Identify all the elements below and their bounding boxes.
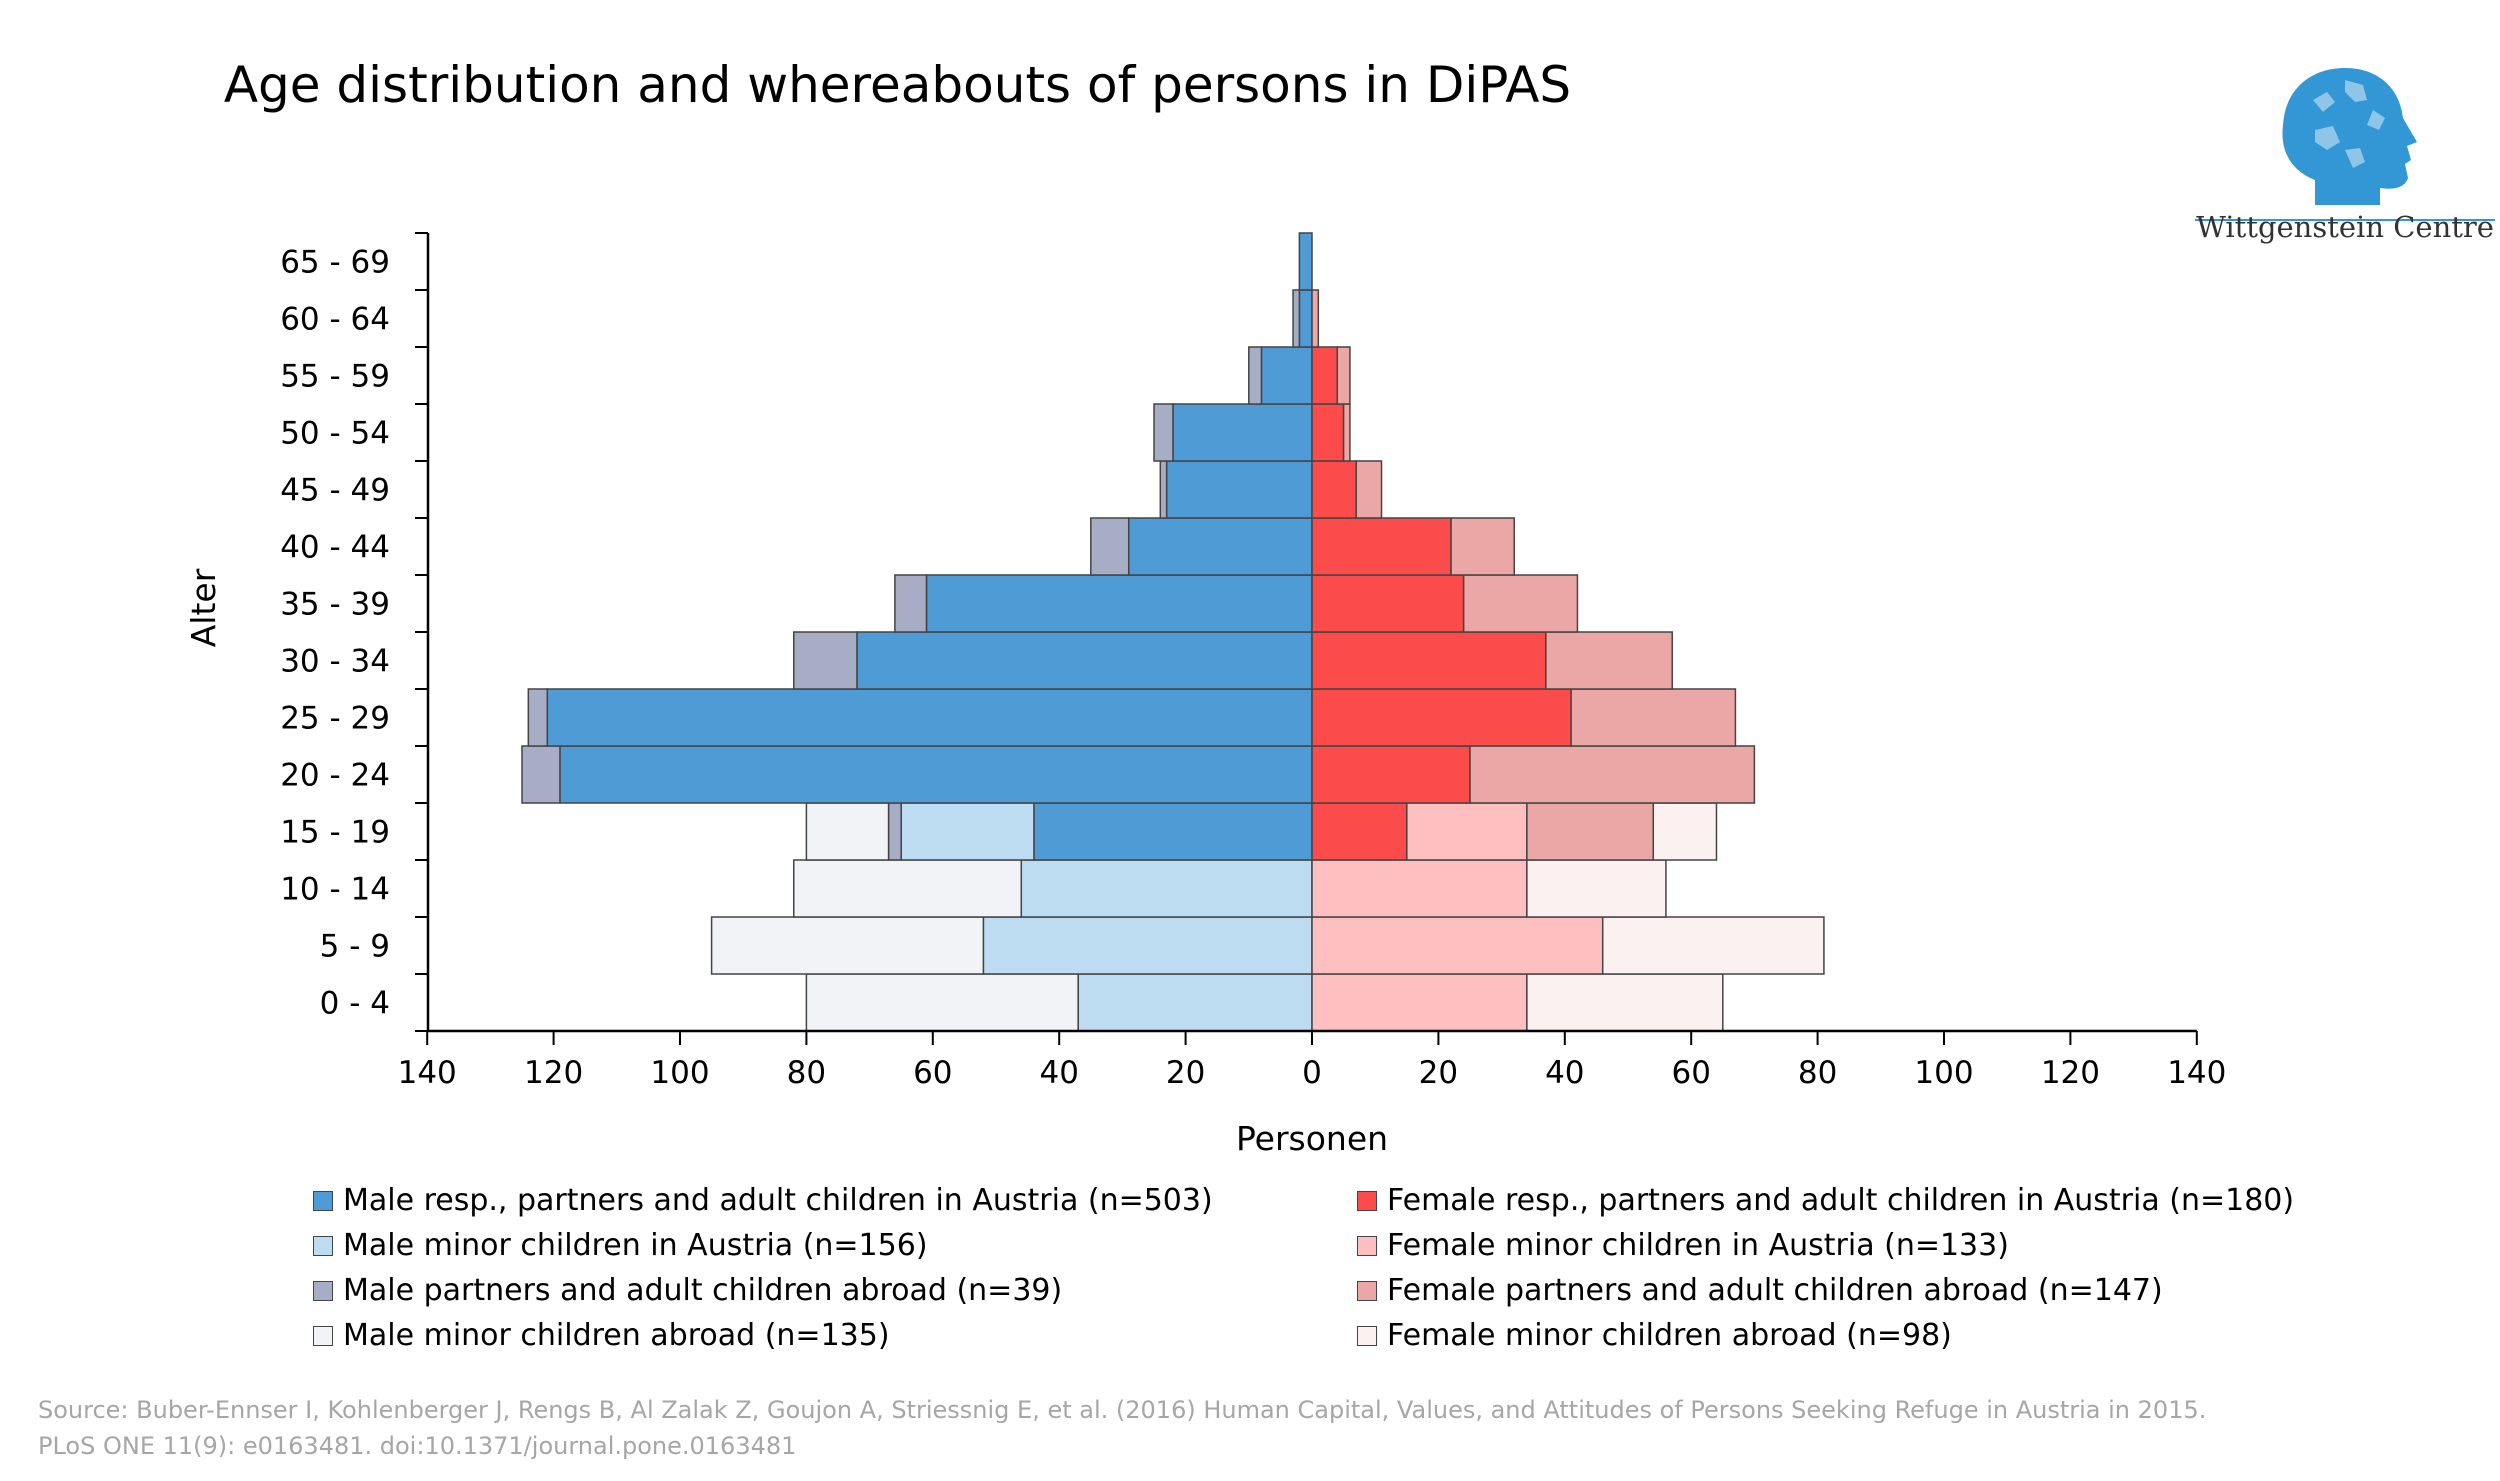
bar-male-resp-5 xyxy=(546,688,1313,747)
bar-male-resp-11 xyxy=(1260,346,1313,405)
logo-text: Wittgenstein Centre xyxy=(2196,210,2494,244)
x-tick-label: 40 xyxy=(1039,1055,1078,1091)
bar-male-minor-at-1 xyxy=(982,916,1313,975)
bar-male-resp-6 xyxy=(856,631,1313,690)
bar-female-resp-7 xyxy=(1311,574,1465,633)
bar-male-resp-9 xyxy=(1165,460,1313,519)
axes-group: 0 - 4 5 - 9 10 - 14 15 - 19 20 - 24 25 - 29 30… xyxy=(184,232,2226,1158)
x-tick-label: 80 xyxy=(787,1055,826,1091)
y-tick-label: 20 - 24 xyxy=(280,758,390,794)
bar-female-minor-at-0 xyxy=(1311,973,1528,1032)
wittgenstein-logo-icon xyxy=(2195,68,2495,221)
bar-female-minor-abroad-2 xyxy=(1526,859,1667,918)
x-axis-title: Personen xyxy=(1236,1119,1388,1158)
bar-female-abroad-12 xyxy=(1311,289,1320,348)
bar-female-abroad-3 xyxy=(1526,802,1655,861)
y-tick-label: 30 - 34 xyxy=(280,644,390,680)
x-tick-label: 0 xyxy=(1302,1055,1322,1091)
bar-male-abroad-11 xyxy=(1248,346,1263,405)
x-tick-label: 120 xyxy=(2041,1055,2100,1091)
y-tick-label: 45 - 49 xyxy=(280,473,390,509)
bar-female-abroad-5 xyxy=(1570,688,1737,747)
bar-male-minor-abroad-1 xyxy=(710,916,985,975)
y-tick-label: 40 - 44 xyxy=(280,530,390,566)
bar-male-resp-12 xyxy=(1298,289,1313,348)
bar-female-abroad-7 xyxy=(1462,574,1579,633)
y-tick-label: 5 - 9 xyxy=(320,929,390,965)
y-tick-label: 35 - 39 xyxy=(280,587,390,623)
y-tick-label: 25 - 29 xyxy=(280,701,390,737)
x-tick-label: 100 xyxy=(650,1055,709,1091)
bar-female-abroad-4 xyxy=(1469,745,1756,804)
source-line-1: Source: Buber-Ennser I, Kohlenberger J, … xyxy=(38,1396,2207,1424)
bar-female-resp-11 xyxy=(1311,346,1339,405)
x-tick-label: 60 xyxy=(913,1055,952,1091)
bar-male-resp-4 xyxy=(559,745,1313,804)
bar-male-abroad-8 xyxy=(1090,517,1130,576)
y-tick-label: 55 - 59 xyxy=(280,359,390,395)
y-tick-label: 65 - 69 xyxy=(280,245,390,281)
bar-male-resp-10 xyxy=(1172,403,1313,462)
bar-male-abroad-7 xyxy=(894,574,928,633)
bar-female-resp-3 xyxy=(1311,802,1408,861)
x-tick-label: 140 xyxy=(2167,1055,2226,1091)
source-line-2: PLoS ONE 11(9): e0163481. doi:10.1371/jo… xyxy=(38,1432,797,1460)
y-tick-label: 10 - 14 xyxy=(280,872,390,908)
bar-male-minor-at-0 xyxy=(1077,973,1313,1032)
bar-female-abroad-8 xyxy=(1450,517,1515,576)
bar-male-abroad-6 xyxy=(793,631,858,690)
y-tick-label: 60 - 64 xyxy=(280,302,390,338)
x-tick-label: 40 xyxy=(1545,1055,1584,1091)
bar-male-abroad-4 xyxy=(521,745,561,804)
y-tick-label: 50 - 54 xyxy=(280,416,390,452)
bar-male-abroad-5 xyxy=(527,688,549,747)
bar-female-resp-6 xyxy=(1311,631,1547,690)
x-tick-label: 80 xyxy=(1798,1055,1837,1091)
x-tick-label: 120 xyxy=(524,1055,583,1091)
x-tick-label: 140 xyxy=(398,1055,457,1091)
bar-female-abroad-9 xyxy=(1355,460,1383,519)
bar-male-abroad-3 xyxy=(887,802,902,861)
bar-male-minor-abroad-3 xyxy=(805,802,890,861)
bar-male-abroad-9 xyxy=(1159,460,1168,519)
bar-male-minor-at-3 xyxy=(900,802,1035,861)
source-note: Source: Buber-Ennser I, Kohlenberger J, … xyxy=(38,1392,2206,1464)
bar-female-minor-at-1 xyxy=(1311,916,1604,975)
bar-female-resp-8 xyxy=(1311,517,1452,576)
bar-male-minor-abroad-0 xyxy=(805,973,1079,1032)
x-tick-label: 20 xyxy=(1419,1055,1458,1091)
bar-female-minor-at-3 xyxy=(1406,802,1528,861)
bar-female-abroad-11 xyxy=(1336,346,1351,405)
y-axis-title: Alter xyxy=(184,568,223,647)
bar-male-abroad-12 xyxy=(1292,289,1301,348)
bars-group xyxy=(521,232,1825,1032)
bar-male-resp-7 xyxy=(925,574,1313,633)
bar-male-resp-13 xyxy=(1298,232,1313,291)
bar-female-minor-abroad-1 xyxy=(1601,916,1825,975)
bar-female-resp-5 xyxy=(1311,688,1572,747)
chart-title: Age distribution and whereabouts of pers… xyxy=(223,56,1572,114)
bar-female-abroad-6 xyxy=(1545,631,1673,690)
bar-male-resp-8 xyxy=(1127,517,1313,576)
bar-male-abroad-10 xyxy=(1153,403,1174,462)
bar-female-abroad-10 xyxy=(1342,403,1351,462)
bar-female-minor-at-2 xyxy=(1311,859,1528,918)
bar-female-resp-10 xyxy=(1311,403,1345,462)
bar-male-resp-3 xyxy=(1033,802,1313,861)
y-tick-label: 15 - 19 xyxy=(280,815,390,851)
x-tick-label: 20 xyxy=(1166,1055,1205,1091)
bar-female-resp-9 xyxy=(1311,460,1357,519)
x-tick-label: 60 xyxy=(1671,1055,1710,1091)
bar-male-minor-abroad-2 xyxy=(793,859,1023,918)
x-tick-label: 100 xyxy=(1914,1055,1973,1091)
bar-male-minor-at-2 xyxy=(1020,859,1313,918)
bar-female-minor-abroad-0 xyxy=(1526,973,1724,1032)
y-tick-label: 0 - 4 xyxy=(320,986,390,1022)
bar-female-resp-4 xyxy=(1311,745,1471,804)
bar-female-minor-abroad-3 xyxy=(1652,802,1718,861)
